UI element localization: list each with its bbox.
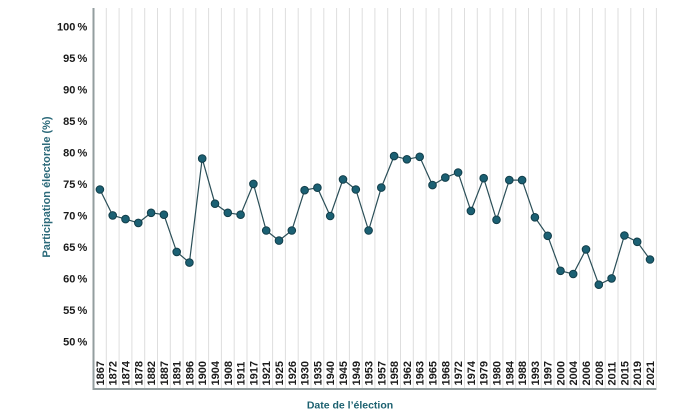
svg-text:1911: 1911 [236,362,248,386]
svg-text:1949: 1949 [351,361,363,385]
svg-text:1965: 1965 [428,361,440,385]
svg-text:95 %: 95 % [63,53,87,65]
svg-text:1979: 1979 [479,361,491,385]
svg-text:1935: 1935 [312,361,324,385]
svg-text:1984: 1984 [504,360,516,385]
svg-text:90 %: 90 % [63,84,87,96]
svg-text:1988: 1988 [517,361,529,385]
svg-text:2015: 2015 [619,361,631,385]
svg-text:1974: 1974 [466,360,478,385]
svg-text:1963: 1963 [415,361,427,385]
svg-text:50 %: 50 % [63,336,87,348]
svg-text:2008: 2008 [594,361,606,385]
svg-text:80 %: 80 % [63,147,87,159]
svg-text:1872: 1872 [108,361,120,385]
svg-text:1972: 1972 [453,361,465,385]
svg-text:1891: 1891 [172,361,184,385]
svg-text:1867: 1867 [95,361,107,385]
svg-text:1930: 1930 [300,361,312,385]
svg-text:1882: 1882 [146,361,158,385]
svg-text:55 %: 55 % [63,305,87,317]
svg-text:1926: 1926 [287,361,299,385]
svg-text:1904: 1904 [210,360,222,385]
svg-text:100 %: 100 % [57,21,88,33]
svg-text:85 %: 85 % [63,116,87,128]
svg-text:1917: 1917 [248,361,260,385]
svg-text:1958: 1958 [389,361,401,385]
svg-text:75 %: 75 % [63,179,87,191]
svg-text:1968: 1968 [440,361,452,385]
svg-text:Date de l’élection: Date de l’élection [307,400,393,412]
svg-text:65 %: 65 % [63,242,87,254]
svg-text:1925: 1925 [274,361,286,385]
svg-text:Participation électorale (%): Participation électorale (%) [41,116,53,258]
svg-text:1945: 1945 [338,361,350,385]
svg-text:1953: 1953 [364,361,376,385]
svg-text:1980: 1980 [492,361,504,385]
svg-text:1896: 1896 [184,361,196,385]
svg-text:1962: 1962 [402,361,414,385]
svg-text:1993: 1993 [530,361,542,385]
svg-text:1997: 1997 [543,361,555,385]
svg-text:1878: 1878 [133,361,145,385]
svg-text:1957: 1957 [376,361,388,385]
svg-text:2006: 2006 [581,361,593,385]
svg-text:1921: 1921 [261,361,273,385]
svg-text:70 %: 70 % [63,210,87,222]
svg-text:1940: 1940 [325,361,337,385]
svg-text:2000: 2000 [556,361,568,385]
svg-text:2019: 2019 [632,361,644,385]
svg-text:2021: 2021 [645,361,657,385]
svg-text:1908: 1908 [223,361,235,385]
svg-text:60 %: 60 % [63,273,87,285]
svg-text:1900: 1900 [197,361,209,385]
svg-text:1887: 1887 [159,361,171,385]
svg-text:1874: 1874 [121,360,133,385]
svg-text:2004: 2004 [568,360,580,385]
svg-text:2011: 2011 [607,362,619,386]
